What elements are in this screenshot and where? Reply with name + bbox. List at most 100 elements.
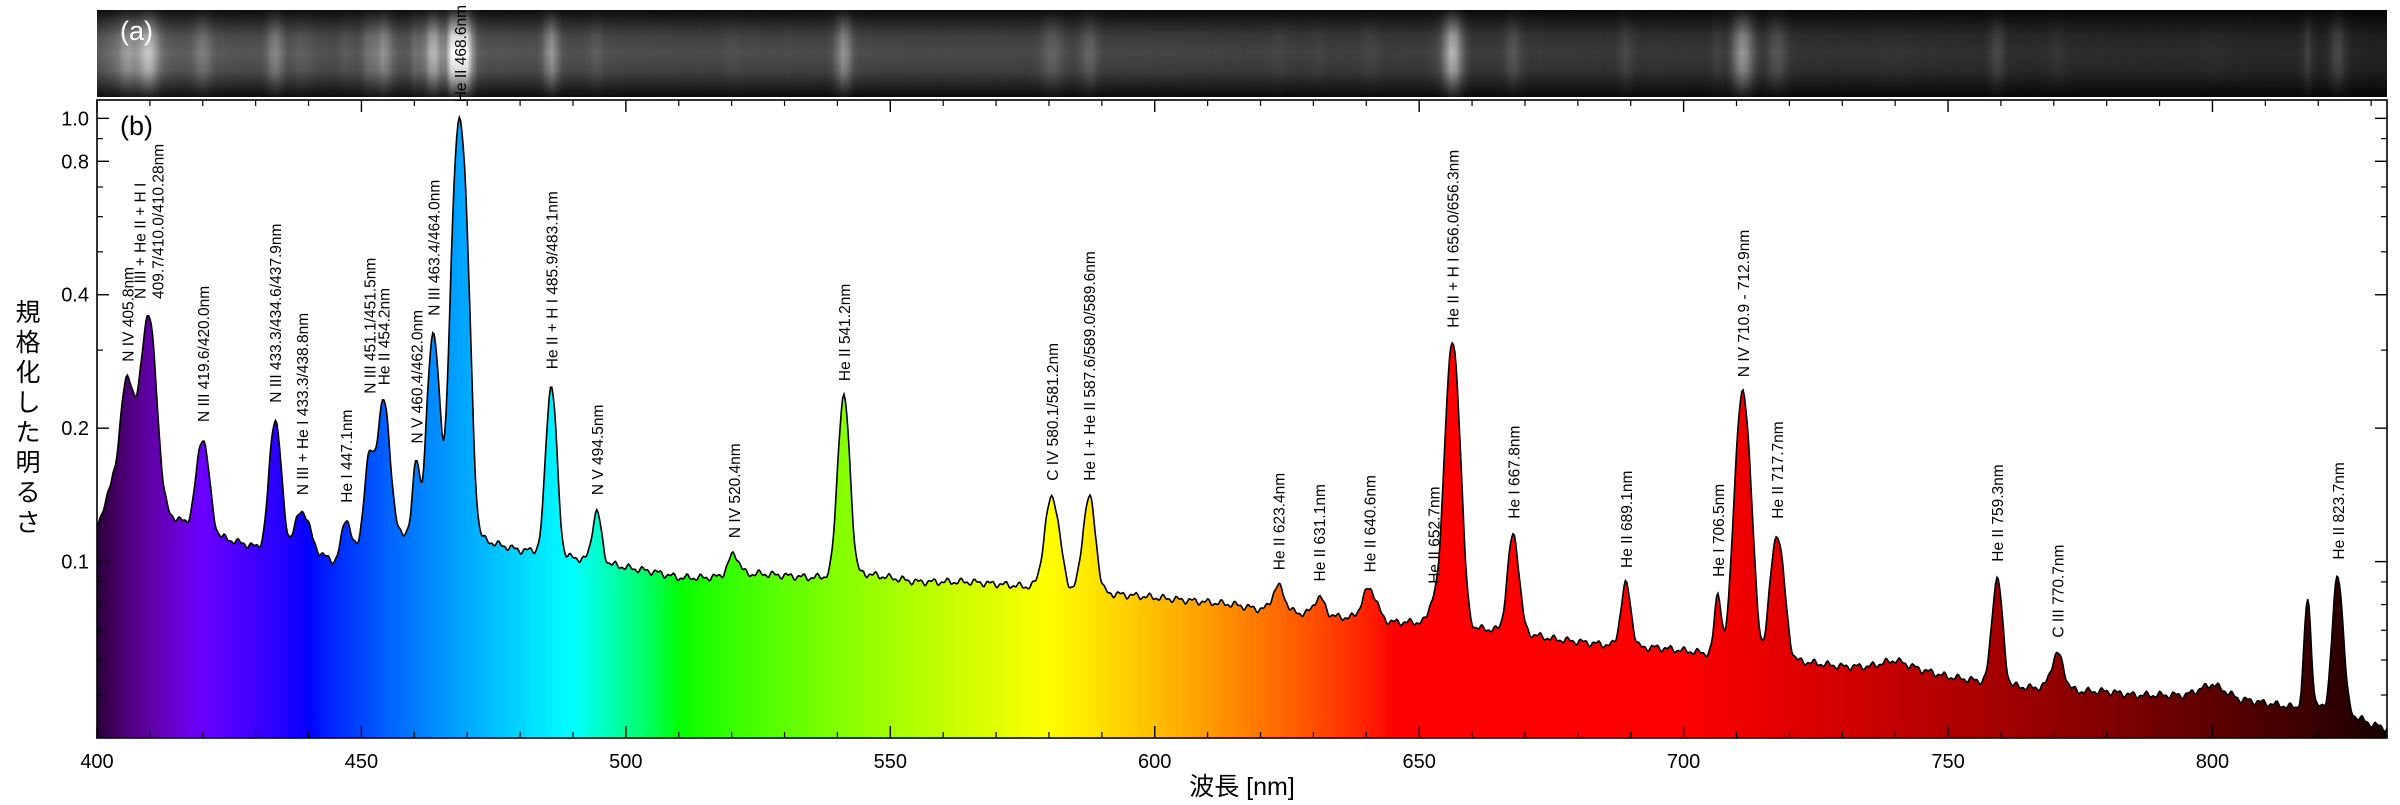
- spectrum-band: [1493, 117, 1500, 738]
- spectrum-band: [636, 117, 643, 738]
- spectrum-band: [1419, 117, 1426, 738]
- spectrum-band: [1736, 117, 1743, 738]
- spectrum-band: [1953, 117, 1960, 738]
- spectrum-band: [943, 117, 950, 738]
- y-axis-label-char: し: [15, 389, 40, 417]
- spectrum-band: [1223, 117, 1230, 738]
- spectrum-band: [255, 117, 262, 738]
- spectrum-band: [1112, 117, 1119, 738]
- spectrum-band: [2312, 117, 2319, 738]
- spectrum-band: [2170, 117, 2177, 738]
- spectrum-band: [2291, 117, 2298, 738]
- peak-annotation: N IV 710.9 - 712.9nm: [1736, 230, 1753, 377]
- y-tick-label: 0.1: [61, 552, 89, 574]
- spectrum-band: [810, 117, 817, 738]
- y-axis-label-char: 格: [15, 329, 40, 357]
- spectrum-band: [1366, 117, 1373, 738]
- spectrum-band: [869, 117, 876, 738]
- spectrum-band: [1969, 117, 1976, 738]
- spectrum-band: [1514, 117, 1521, 738]
- spectrum-band: [2260, 117, 2266, 738]
- peak-annotation-text: He II 454.2nm: [377, 288, 394, 385]
- peak-annotation-text: He II 468.6nm: [453, 5, 470, 102]
- spectrum-band: [451, 117, 458, 738]
- spectrum-band: [1011, 117, 1018, 738]
- spectrum-band: [2371, 117, 2378, 738]
- spectrum-band: [2006, 117, 2013, 738]
- peak-annotation: N III 451.1/451.5nm: [362, 258, 379, 394]
- spectrum-band: [710, 117, 717, 738]
- spectrum-band: [1361, 117, 1367, 738]
- spectrum-band: [1286, 117, 1293, 738]
- spectrum-band: [530, 117, 537, 738]
- spectrum-band: [319, 117, 326, 738]
- spectrum-band: [858, 117, 865, 738]
- spectrum-band: [1234, 117, 1240, 738]
- spectrum-band: [2069, 117, 2076, 738]
- peak-annotation-text: N III 451.1/451.5nm: [362, 258, 379, 394]
- spectrum-band: [1149, 117, 1156, 738]
- y-axis-label-char: 明: [15, 449, 40, 477]
- spectrum-band: [937, 117, 944, 738]
- spectrum-band: [2286, 117, 2293, 738]
- spectrum-band: [1260, 117, 1267, 738]
- spectrum-band: [1487, 117, 1494, 738]
- panel-a-label: (a): [120, 16, 153, 46]
- peak-annotation-text: He II 823.7nm: [2331, 462, 2348, 559]
- spectrum-band: [2074, 117, 2081, 738]
- spectrum-band: [1202, 117, 1209, 738]
- x-tick-label: 800: [2196, 751, 2229, 773]
- spectrum-band: [990, 117, 997, 738]
- spectrum-band: [186, 117, 193, 738]
- spectrum-band: [927, 117, 934, 738]
- spectrum-band: [1329, 117, 1336, 738]
- y-axis-label-char: 化: [15, 359, 40, 387]
- spectrum-band: [2275, 117, 2282, 738]
- x-tick-label: 450: [345, 751, 378, 773]
- spectrum-band: [2355, 117, 2362, 738]
- spectrum-band: [1794, 117, 1801, 738]
- spectrum-band: [1942, 117, 1949, 738]
- peak-annotation-text: He I 706.5nm: [1711, 484, 1728, 577]
- spectrum-band: [1424, 117, 1431, 738]
- spectrum-band: [372, 117, 378, 738]
- peak-annotation: He II 631.1nm: [1312, 484, 1329, 581]
- spectrum-band: [795, 117, 801, 738]
- spectrum-band: [1540, 117, 1547, 738]
- spectrum-band: [1308, 117, 1314, 738]
- spectrum-band: [2053, 117, 2060, 738]
- spectrum-band: [1382, 117, 1389, 738]
- spectrum-band: [647, 117, 653, 738]
- spectrum-band: [631, 117, 638, 738]
- spectrum-band: [181, 117, 188, 738]
- peak-annotation-text: He I 667.8nm: [1506, 426, 1523, 519]
- spectrum-band: [1948, 117, 1954, 738]
- spectrum-band: [250, 117, 257, 738]
- spectrum-band: [969, 117, 976, 738]
- spectrum-band: [1154, 117, 1161, 738]
- spectrum-band: [932, 117, 939, 738]
- spectrum-band: [461, 117, 468, 738]
- spectrum-band: [832, 117, 839, 738]
- spectrum-band: [1805, 117, 1812, 738]
- spectrum-band: [1836, 117, 1843, 738]
- peak-annotation: He II 652.7nm: [1427, 486, 1444, 583]
- spectrum-band: [1075, 117, 1082, 738]
- spectrum-band: [2143, 117, 2150, 738]
- spectrum-band: [1128, 117, 1135, 738]
- spectrum-band: [1604, 117, 1611, 738]
- peak-annotation-text: C III 770.7nm: [2051, 545, 2068, 638]
- spectrum-band: [1921, 117, 1928, 738]
- spectrum-band: [2186, 117, 2192, 738]
- spectrum-band: [2365, 117, 2372, 738]
- spectrum-band: [504, 117, 511, 738]
- spectrum-band: [1350, 117, 1357, 738]
- peak-annotation-text: N III 463.4/464.0nm: [426, 180, 443, 316]
- peak-annotation-text: N III + He II + H I: [132, 183, 149, 299]
- spectrum-band: [1725, 117, 1732, 738]
- spectrum-band: [2080, 117, 2087, 738]
- spectrum-band: [1688, 117, 1695, 738]
- peak-annotation: He II + H I 485.9/483.1nm: [544, 191, 561, 369]
- spectrum-band: [1345, 117, 1352, 738]
- spectrum-band: [1191, 117, 1198, 738]
